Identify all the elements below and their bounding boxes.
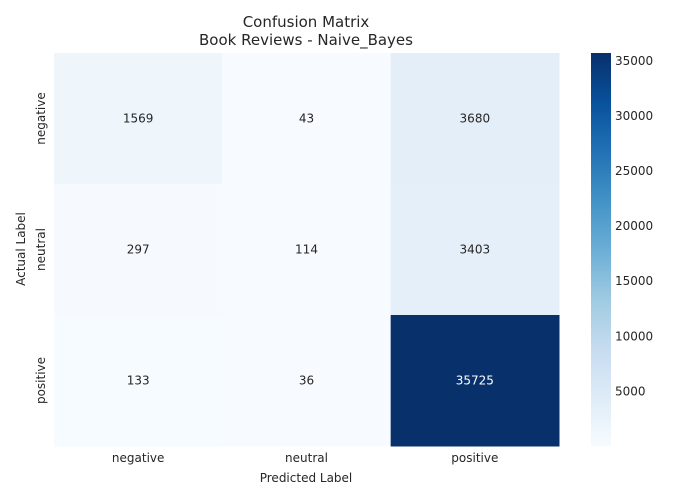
- heatmap-cells: [54, 53, 560, 447]
- cell-value-label: 36: [299, 374, 314, 388]
- y-tick-labels: negative neutral positive: [34, 92, 48, 404]
- y-axis-label: Actual Label: [14, 212, 28, 286]
- cell-value-label: 1569: [123, 112, 154, 126]
- cell-value-label: 3680: [460, 112, 491, 126]
- y-tick-label: negative: [34, 92, 48, 144]
- colorbar-tick-label: 30000: [615, 109, 653, 123]
- heatmap-cell: [54, 53, 223, 185]
- x-tick-label: positive: [451, 451, 498, 465]
- chart-subtitle: Book Reviews - Naive_Bayes: [199, 31, 413, 50]
- x-tick-label: neutral: [285, 451, 328, 465]
- chart-title: Confusion Matrix: [243, 13, 370, 31]
- cell-value-label: 133: [127, 374, 150, 388]
- heatmap-cell: [54, 184, 223, 316]
- colorbar-tick-label: 35000: [615, 54, 653, 68]
- y-tick-label: positive: [34, 357, 48, 404]
- colorbar-tick-label: 5000: [615, 384, 646, 398]
- cell-value-label: 3403: [460, 243, 491, 257]
- x-axis-label: Predicted Label: [260, 471, 353, 485]
- colorbar-tick-label: 10000: [615, 329, 653, 343]
- heatmap-cell: [222, 184, 392, 316]
- heatmap-cell: [222, 315, 392, 447]
- x-tick-label: negative: [112, 451, 164, 465]
- y-tick-label: neutral: [34, 228, 48, 271]
- heatmap-cell: [390, 315, 560, 447]
- heatmap-annotations: 1569 43 3680 297 114 3403 133 36 35725: [123, 112, 494, 388]
- cell-value-label: 114: [295, 243, 318, 257]
- heatmap-cell: [390, 184, 560, 316]
- cell-value-label: 35725: [456, 374, 494, 388]
- heatmap-cell: [54, 315, 223, 447]
- colorbar-tick-label: 25000: [615, 164, 653, 178]
- colorbar-ticks: 5000 10000 15000 20000 25000 30000 35000: [615, 54, 653, 398]
- colorbar-tick-label: 20000: [615, 219, 653, 233]
- colorbar: [591, 53, 611, 446]
- colorbar-tick-label: 15000: [615, 274, 653, 288]
- x-tick-labels: negative neutral positive: [112, 451, 498, 465]
- cell-value-label: 43: [299, 112, 314, 126]
- heatmap-cell: [390, 53, 560, 185]
- cell-value-label: 297: [127, 243, 150, 257]
- heatmap-cell: [222, 53, 392, 185]
